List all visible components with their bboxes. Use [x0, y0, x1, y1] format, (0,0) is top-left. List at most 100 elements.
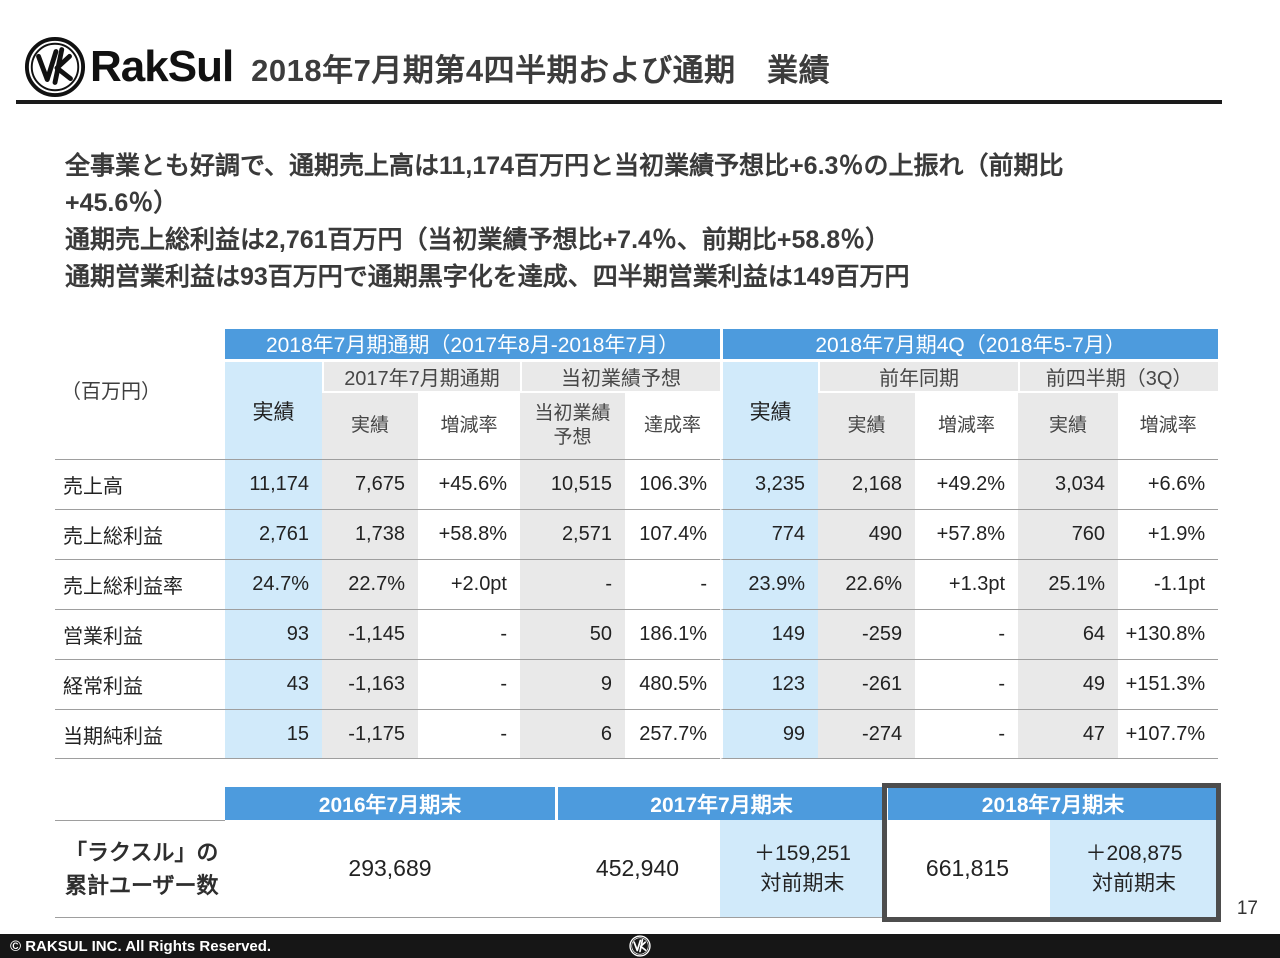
- group-header-row: 実績 2017年7月期通期 当初業績予想 実績 前年同期 前四半期（3Q）: [55, 362, 1219, 459]
- table-cell: +1.9%: [1118, 509, 1219, 559]
- table-row-gross-profit: 売上総利益 2,761 1,738 +58.8% 2,571 107.4% 77…: [55, 509, 1219, 559]
- table-cell: 23.9%: [720, 559, 819, 609]
- column-header-actual-fy: 実績: [225, 362, 322, 459]
- table-cell: -: [915, 659, 1019, 709]
- table-cell: 24.7%: [225, 559, 322, 609]
- raksul-logo-icon: [24, 36, 86, 98]
- table-cell: +49.2%: [915, 459, 1019, 509]
- table-cell: 1,738: [322, 509, 418, 559]
- table-cell: 11,174: [225, 459, 322, 509]
- group-header-initial-forecast: 当初業績予想: [520, 362, 721, 393]
- table-cell: 490: [818, 509, 916, 559]
- table-cell: 257.7%: [625, 709, 721, 759]
- table-cell: -: [625, 559, 721, 609]
- table-cell: -: [418, 659, 520, 709]
- raksul-logo-icon: [629, 935, 651, 957]
- table-cell: -261: [818, 659, 916, 709]
- table-cell: 123: [720, 659, 819, 709]
- summary-line-2: 通期売上総利益は2,761百万円（当初業績予想比+7.4％、前期比+58.8％）: [65, 226, 891, 254]
- summary-line-3: 通期営業利益は93百万円で通期黒字化を達成、四半期営業利益は149百万円: [65, 263, 910, 291]
- group-header-prev-quarter: 前四半期（3Q）: [1018, 362, 1219, 393]
- table-cell: -: [915, 609, 1019, 659]
- column-header-actual-q4: 実績: [720, 362, 819, 459]
- unit-label: （百万円）: [55, 329, 225, 459]
- financial-results-section: （百万円） 2018年7月期通期（2017年8月-2018年7月） 2018年7…: [55, 329, 1280, 759]
- table-cell: 9: [520, 659, 625, 709]
- table-row-ordinary-profit: 経常利益 43 -1,163 - 9 480.5% 123 -261 - 49 …: [55, 659, 1219, 709]
- table-cell: 47: [1018, 709, 1119, 759]
- table-cell: 480.5%: [625, 659, 721, 709]
- copyright-text: © RAKSUL INC. All Rights Reserved.: [10, 937, 272, 955]
- table-cell: +2.0pt: [418, 559, 520, 609]
- row-label: 売上総利益率: [55, 559, 225, 609]
- table-cell: +130.8%: [1118, 609, 1219, 659]
- column-header-forecast: 当初業績 予想: [520, 393, 625, 459]
- table-cell: 64: [1018, 609, 1119, 659]
- table-cell: 6: [520, 709, 625, 759]
- users-value-fy2016: 293,689: [225, 820, 555, 918]
- table-cell: 106.3%: [625, 459, 721, 509]
- cumulative-users-table: 2016年7月期末 2017年7月期末 2018年7月期末 「ラクスル」の 累計…: [55, 783, 1221, 922]
- period-header-fy2016: 2016年7月期末: [225, 787, 555, 820]
- page-title: 2018年7月期第4四半期および通期 業績: [251, 52, 831, 88]
- table-cell: 3,235: [720, 459, 819, 509]
- table-cell: 149: [720, 609, 819, 659]
- row-label: 売上高: [55, 459, 225, 509]
- row-label: 営業利益: [55, 609, 225, 659]
- row-label: 売上総利益: [55, 509, 225, 559]
- column-header-achievement: 達成率: [625, 393, 721, 459]
- table-cell: -: [418, 709, 520, 759]
- table-cell: 49: [1018, 659, 1119, 709]
- users-value-fy2018: 661,815: [885, 820, 1050, 918]
- table-cell: +107.7%: [1118, 709, 1219, 759]
- table-cell: 2,168: [818, 459, 916, 509]
- users-delta-fy2018: ＋208,875 対前期末: [1050, 820, 1218, 918]
- table-cell: -1,163: [322, 659, 418, 709]
- table-cell: 50: [520, 609, 625, 659]
- column-header-result: 実績: [1018, 393, 1119, 459]
- table-cell: -: [520, 559, 625, 609]
- table-cell: 107.4%: [625, 509, 721, 559]
- users-value-fy2017: 452,940: [555, 820, 720, 918]
- slide-header: RakSul 2018年7月期第4四半期および通期 業績: [0, 0, 1280, 98]
- group-header-prev-year-same-q: 前年同期: [818, 362, 1019, 393]
- table-row-operating-profit: 営業利益 93 -1,145 - 50 186.1% 149 -259 - 64…: [55, 609, 1219, 659]
- column-header-change: 増減率: [418, 393, 520, 459]
- column-header-result: 実績: [322, 393, 418, 459]
- column-header-change: 増減率: [915, 393, 1019, 459]
- financial-results-table: （百万円） 2018年7月期通期（2017年8月-2018年7月） 2018年7…: [55, 329, 1219, 759]
- column-header-result: 実績: [818, 393, 916, 459]
- header-divider: [16, 100, 1222, 104]
- row-label: 当期純利益: [55, 709, 225, 759]
- table-row-net-income: 当期純利益 15 -1,175 - 6 257.7% 99 -274 - 47 …: [55, 709, 1219, 759]
- slide-footer: © RAKSUL INC. All Rights Reserved.: [0, 934, 1280, 958]
- table-cell: -259: [818, 609, 916, 659]
- table-cell: +1.3pt: [915, 559, 1019, 609]
- table-cell: -1.1pt: [1118, 559, 1219, 609]
- section-header-q4: 2018年7月期4Q（2018年5-7月）: [720, 329, 1219, 362]
- cumulative-users-section: 2016年7月期末 2017年7月期末 2018年7月期末 「ラクスル」の 累計…: [55, 783, 1221, 922]
- table-cell: -: [915, 709, 1019, 759]
- table-cell: -1,175: [322, 709, 418, 759]
- period-header-fy2018: 2018年7月期末: [885, 787, 1218, 820]
- table-cell: 93: [225, 609, 322, 659]
- column-header-change: 増減率: [1118, 393, 1219, 459]
- table-cell: -: [418, 609, 520, 659]
- table-cell: -1,145: [322, 609, 418, 659]
- table-cell: 22.7%: [322, 559, 418, 609]
- table-cell: +58.8%: [418, 509, 520, 559]
- brand-wordmark: RakSul: [90, 42, 234, 91]
- group-header-prev-full-year: 2017年7月期通期: [322, 362, 520, 393]
- table-row-revenue: 売上高 11,174 7,675 +45.6% 10,515 106.3% 3,…: [55, 459, 1219, 509]
- table-cell: 2,571: [520, 509, 625, 559]
- table-cell: +6.6%: [1118, 459, 1219, 509]
- table-cell: 7,675: [322, 459, 418, 509]
- table-cell: 774: [720, 509, 819, 559]
- table-cell: 22.6%: [818, 559, 916, 609]
- summary-block: 全事業とも好調で、通期売上高は11,174百万円と当初業績予想比+6.3％の上振…: [65, 148, 1165, 296]
- section-header-full-year: 2018年7月期通期（2017年8月-2018年7月）: [225, 329, 721, 362]
- table-cell: 3,034: [1018, 459, 1119, 509]
- table-cell: 15: [225, 709, 322, 759]
- table-cell: +151.3%: [1118, 659, 1219, 709]
- table-cell: 10,515: [520, 459, 625, 509]
